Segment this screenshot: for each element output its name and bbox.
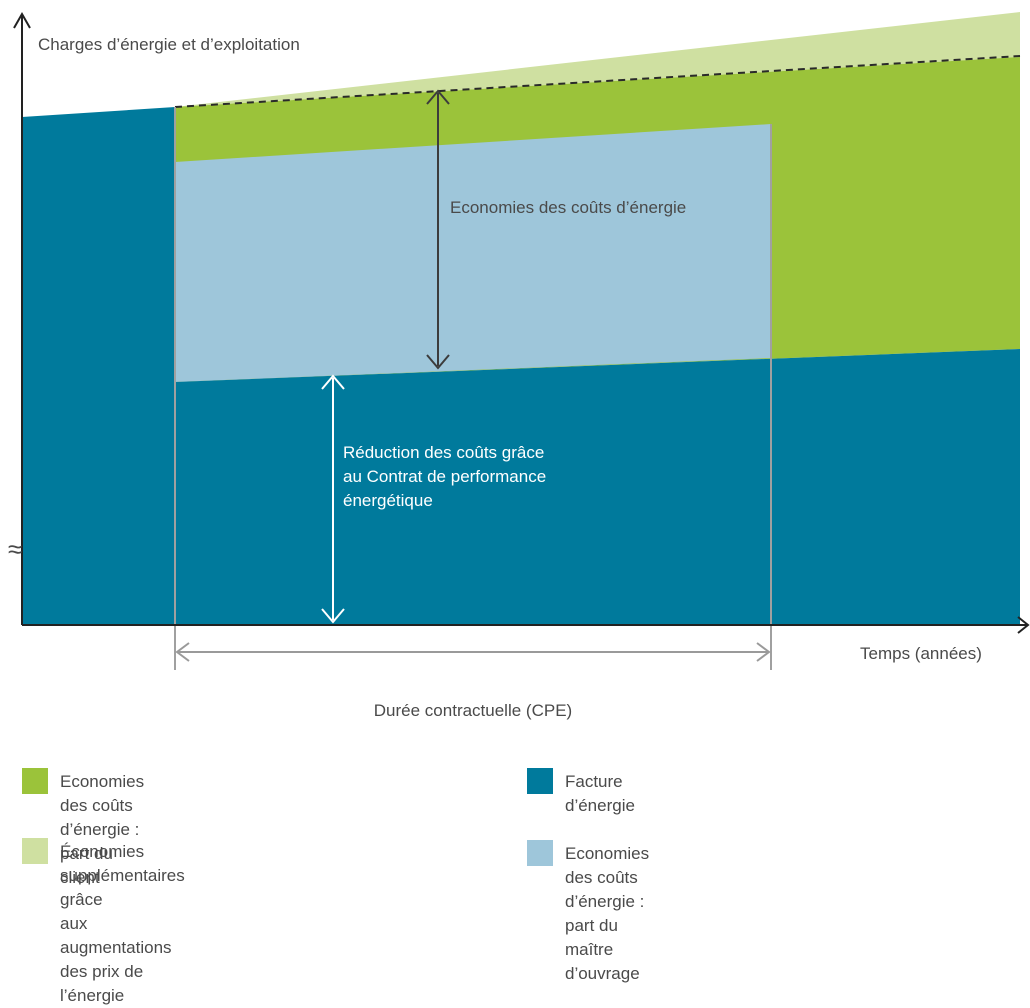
legend-extra-savings-line-1: Économies supplémentaires grâce	[60, 842, 185, 909]
extra-savings-area	[175, 12, 1020, 107]
owner-share-swatch	[527, 840, 553, 866]
legend-energy-bill-line-1: Facture d’énergie	[565, 772, 635, 815]
legend-client-share-line-2: part du client	[60, 844, 113, 887]
savings-arrow-bottom-head	[426, 354, 450, 370]
legend-item-energy-bill: Facture d’énergie	[527, 768, 635, 818]
energy-performance-diagram: ≈ Charges d’énergie et d’exploitation Te…	[8, 11, 1030, 720]
savings-arrow-top-head	[426, 89, 450, 105]
reduction-label-line-1: Réduction des coûts grâce	[343, 443, 544, 462]
duration-arrow-left-head	[175, 642, 190, 662]
axis-break-symbol: ≈	[8, 534, 22, 564]
duration-arrow-right-head	[756, 642, 771, 662]
legend-item-client-share: Economies des coûts d’énergie : part du …	[22, 768, 145, 890]
energy-bill-swatch	[527, 768, 553, 794]
owner-share-area	[175, 124, 771, 382]
reduction-arrow-top-head	[321, 374, 345, 390]
x-axis-label: Temps (années)	[860, 644, 982, 663]
savings-label: Economies des coûts d’énergie	[450, 198, 686, 217]
projected-cost-dashed-line	[174, 55, 1021, 108]
legend-item-extra-savings: Économies supplémentaires grâce aux augm…	[22, 838, 185, 1008]
extra-savings-swatch	[22, 838, 48, 864]
client-share-swatch	[22, 768, 48, 794]
reduction-arrow-bottom-head	[321, 608, 345, 624]
y-axis-label: Charges d’énergie et d’exploitation	[38, 35, 300, 54]
reduction-label-line-3: énergétique	[343, 491, 433, 510]
legend-owner-share-line-1: Economies des coûts d’énergie :	[565, 844, 650, 911]
energy-bill-area-after	[175, 349, 1020, 625]
reduction-label-line-2: au Contrat de performance	[343, 467, 546, 486]
energy-bill-area-before	[22, 107, 175, 625]
legend-item-owner-share: Economies des coûts d’énergie : part du …	[527, 840, 650, 986]
y-axis-arrowhead	[13, 11, 31, 29]
duration-label: Durée contractuelle (CPE)	[374, 701, 572, 720]
legend-extra-savings-line-2: aux augmentations des prix de l’énergie	[60, 914, 172, 1005]
x-axis-arrowhead	[1017, 616, 1030, 634]
legend-client-share-line-1: Economies des coûts d’énergie :	[60, 772, 145, 839]
legend-owner-share-line-2: part du maître d’ouvrage	[565, 916, 640, 983]
